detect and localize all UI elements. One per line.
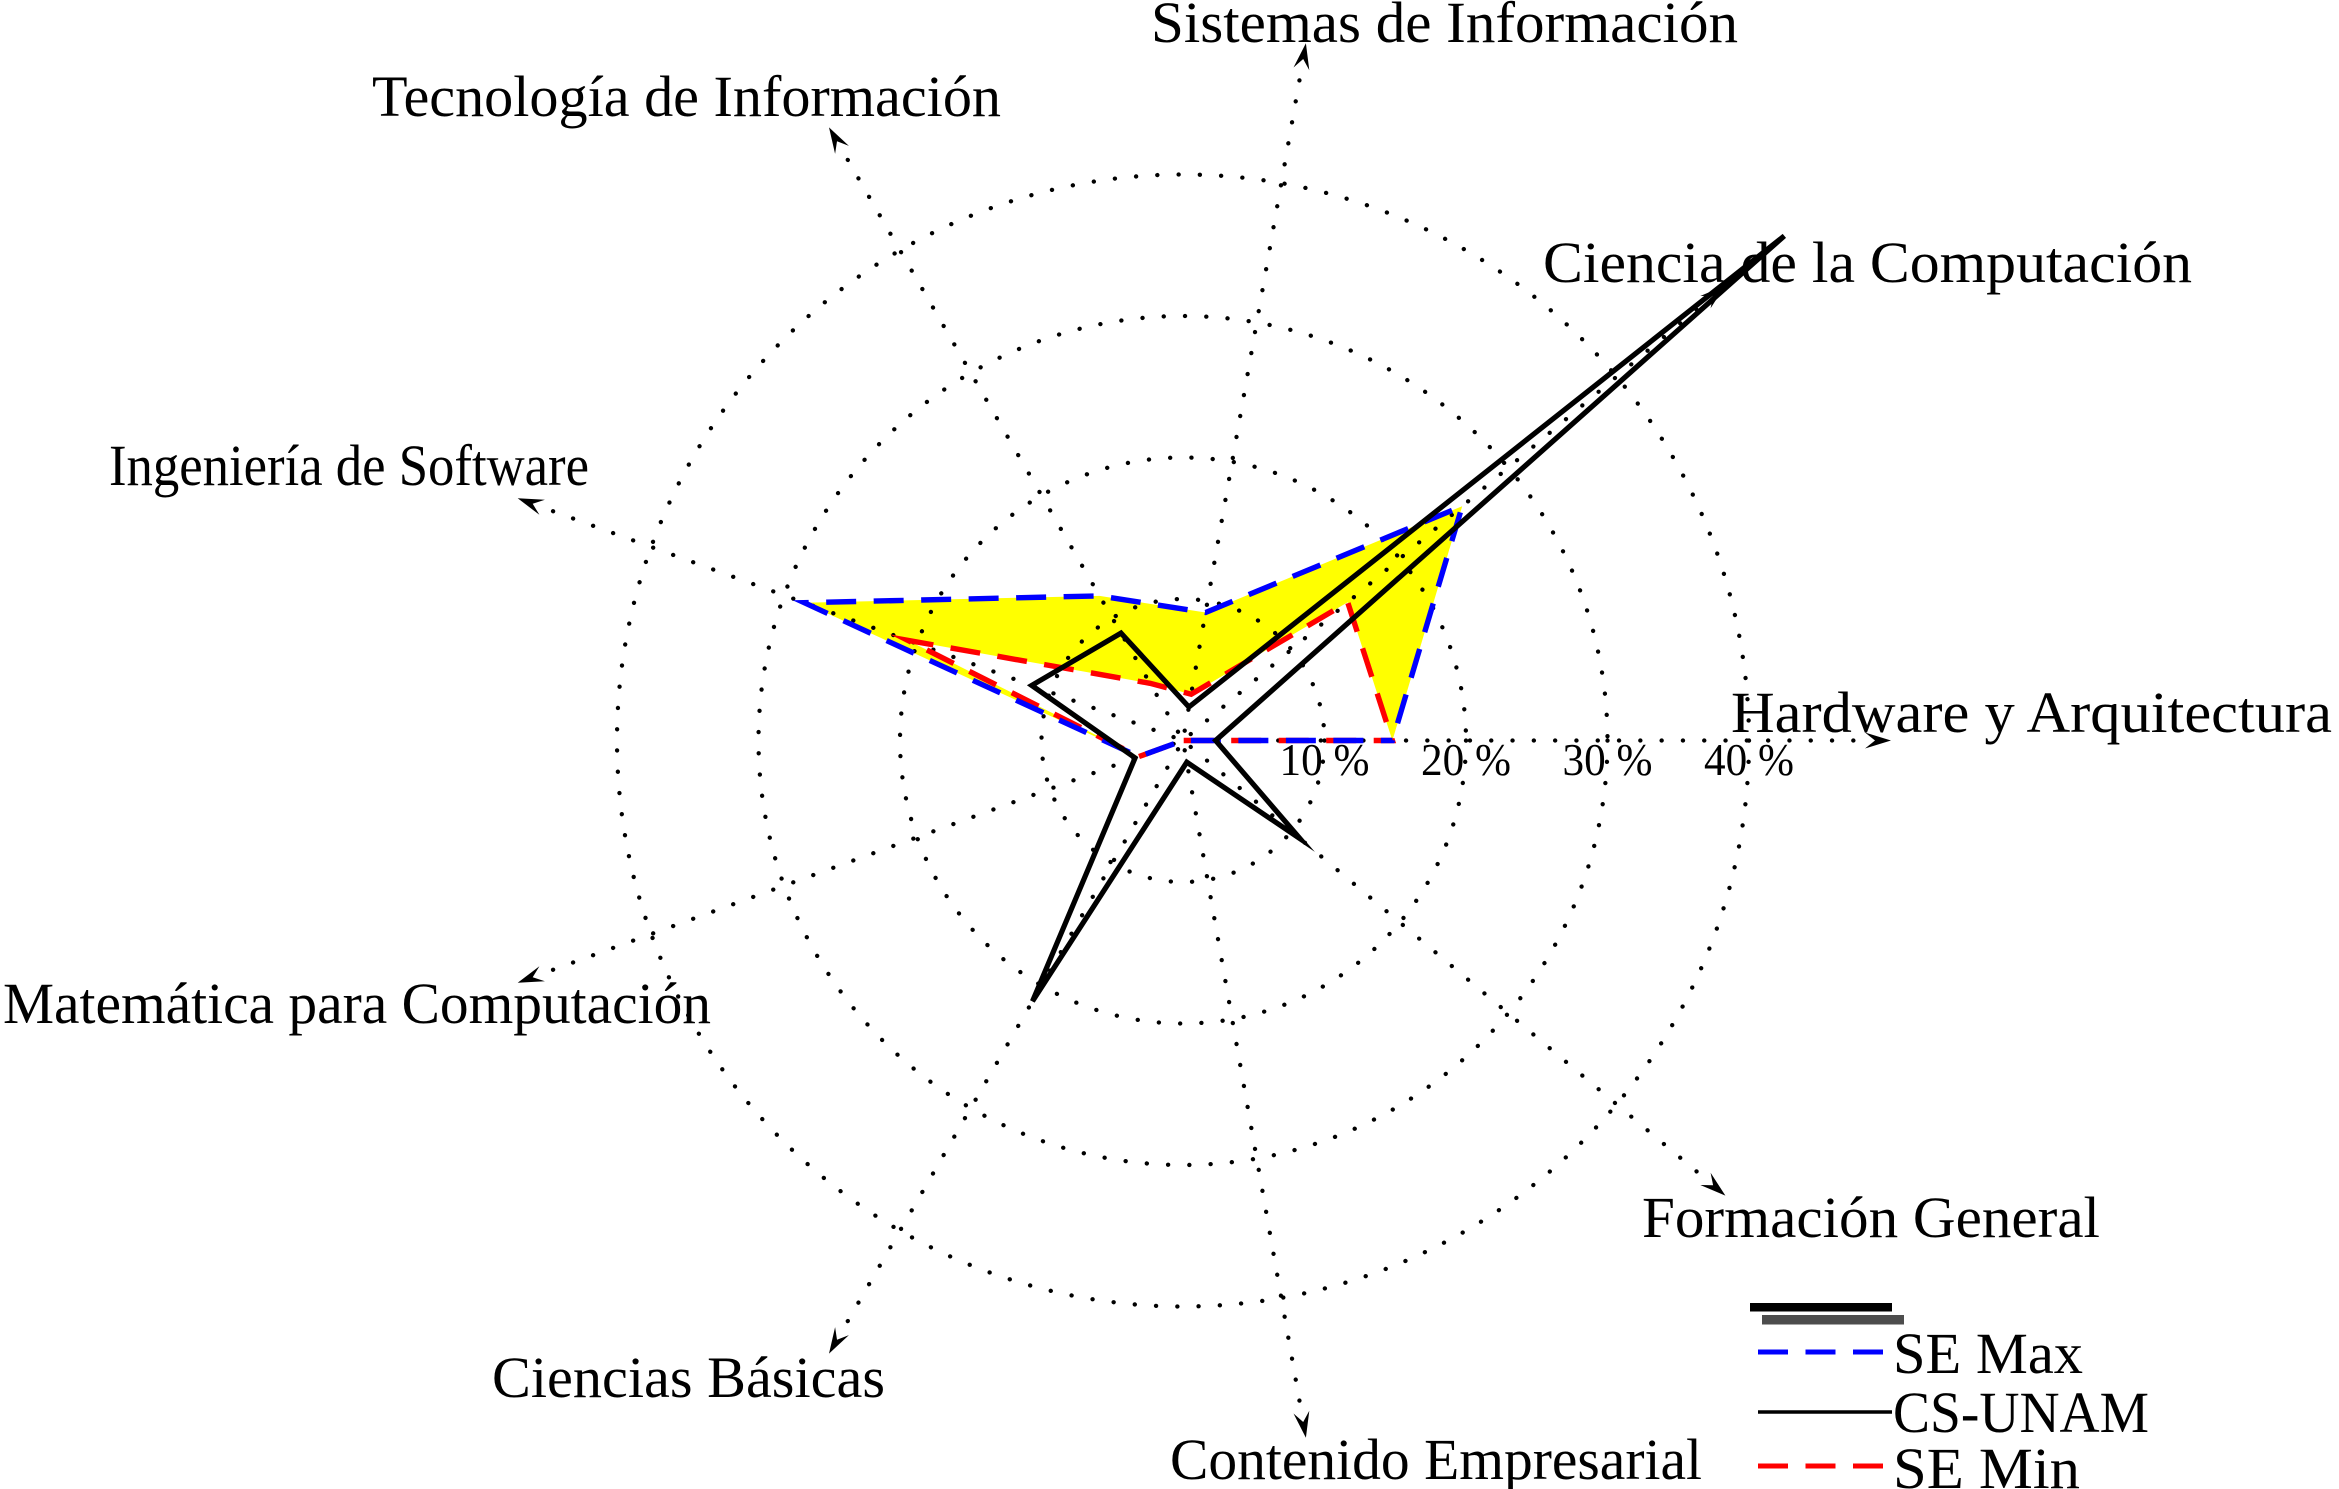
svg-text:Ingeniería de Software: Ingeniería de Software <box>109 433 589 498</box>
svg-text:SE Min: SE Min <box>1893 1436 2080 1489</box>
svg-text:Ciencias Básicas: Ciencias Básicas <box>492 1345 885 1410</box>
svg-text:Ciencia de la Computación: Ciencia de la Computación <box>1543 230 2192 295</box>
svg-text:Contenido Empresarial: Contenido Empresarial <box>1170 1427 1702 1489</box>
svg-text:Tecnología de Información: Tecnología de Información <box>372 64 1001 129</box>
svg-text:Formación General: Formación General <box>1642 1185 2100 1250</box>
svg-text:Hardware y Arquitectura: Hardware y Arquitectura <box>1731 680 2332 745</box>
svg-text:40 %: 40 % <box>1704 734 1794 785</box>
svg-text:CS-UNAM: CS-UNAM <box>1893 1380 2149 1445</box>
svg-text:SE Max: SE Max <box>1893 1321 2083 1386</box>
svg-text:Matemática para Computación: Matemática para Computación <box>3 971 711 1036</box>
svg-text:30 %: 30 % <box>1563 734 1653 785</box>
svg-text:20 %: 20 % <box>1421 734 1511 785</box>
svg-text:Sistemas de Información: Sistemas de Información <box>1151 0 1738 55</box>
